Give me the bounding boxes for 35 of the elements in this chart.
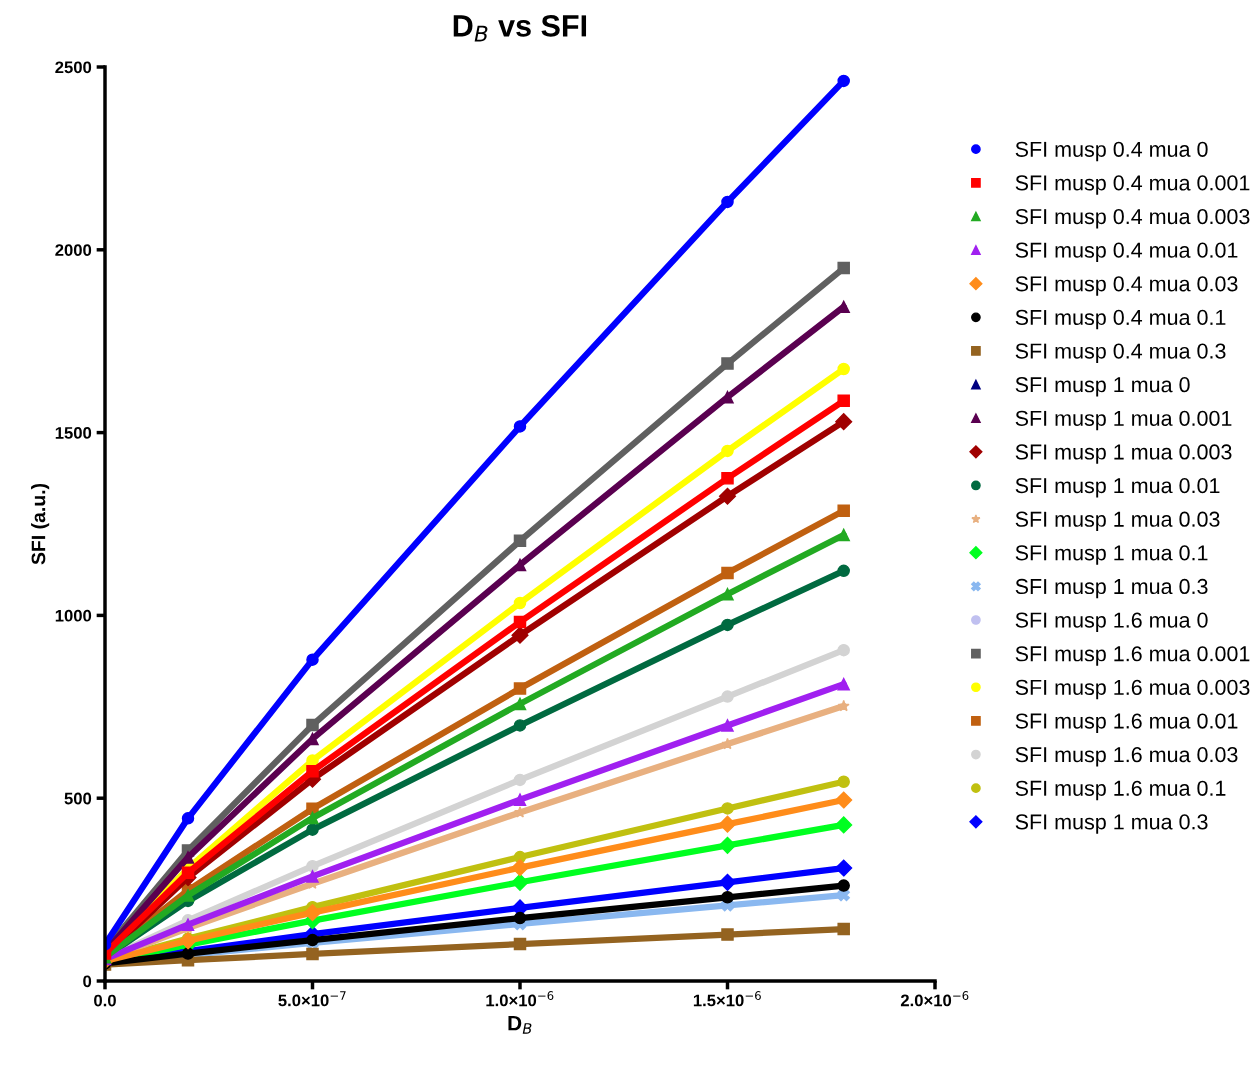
- legend-label: SFI musp 0.4 mua 0.001: [1015, 175, 1250, 195]
- legend-label: SFI musp 1.6 mua 0.1: [1015, 780, 1226, 801]
- legend-label: SFI musp 1 mua 0.001: [1015, 410, 1232, 431]
- legend-label: SFI musp 1 mua 0.03: [1015, 511, 1220, 532]
- legend-label: SFI musp 1.6 mua 0.03: [1015, 747, 1238, 767]
- x-tick-label: 1.0×10$^{−6}$: [486, 991, 554, 1007]
- x-tick-label: 1.5×10$^{−6}$: [693, 991, 761, 1007]
- y-tick-label: 2000: [55, 244, 92, 256]
- legend-label: SFI musp 1 mua 0: [1015, 377, 1190, 397]
- y-tick-label: 1500: [55, 427, 92, 439]
- legend-label: SFI musp 1.6 mua 0: [1015, 612, 1208, 632]
- x-axis-title: D$_{B}$: [508, 1016, 532, 1034]
- legend-label: SFI musp 0.4 mua 0.03: [1015, 276, 1238, 296]
- legend-label: SFI musp 0.4 mua 0.3: [1015, 343, 1226, 363]
- legend-label: SFI musp 0.4 mua 0.01: [1015, 242, 1238, 263]
- y-tick-label: 2500: [55, 61, 92, 74]
- y-tick-label: 1000: [55, 609, 92, 622]
- legend-label: SFI musp 0.4 mua 0.1: [1015, 309, 1226, 330]
- chart-title: D$_{B}$ vs SFI: [453, 15, 587, 42]
- legend-label: SFI musp 1 mua 0.003: [1015, 444, 1232, 464]
- y-tick-label: 500: [64, 792, 92, 805]
- legend-label: SFI musp 1.6 mua 0.01: [1015, 713, 1238, 733]
- legend-label: SFI musp 1 mua 0.3: [1015, 814, 1208, 834]
- legend-label: SFI musp 0.4 mua 0.003: [1015, 208, 1250, 229]
- x-tick-label: 2.0×10$^{−6}$: [900, 991, 969, 1007]
- legend-label: SFI musp 1.6 mua 0.001: [1015, 646, 1250, 666]
- y-tick-label: 0: [83, 975, 92, 988]
- y-axis-title: SFI (a.u.): [31, 483, 50, 565]
- legend-label: SFI musp 1 mua 0.1: [1015, 545, 1208, 565]
- legend-label: SFI musp 1 mua 0.01: [1015, 477, 1220, 498]
- legend-label: SFI musp 0.4 mua 0: [1015, 141, 1208, 162]
- legend-label: SFI musp 1 mua 0.3: [1015, 578, 1208, 599]
- x-tick-label: 0.0: [94, 994, 116, 1007]
- legend-label: SFI musp 1.6 mua 0.003: [1015, 679, 1250, 700]
- x-tick-label: 5.0×10$^{−7}$: [278, 991, 346, 1007]
